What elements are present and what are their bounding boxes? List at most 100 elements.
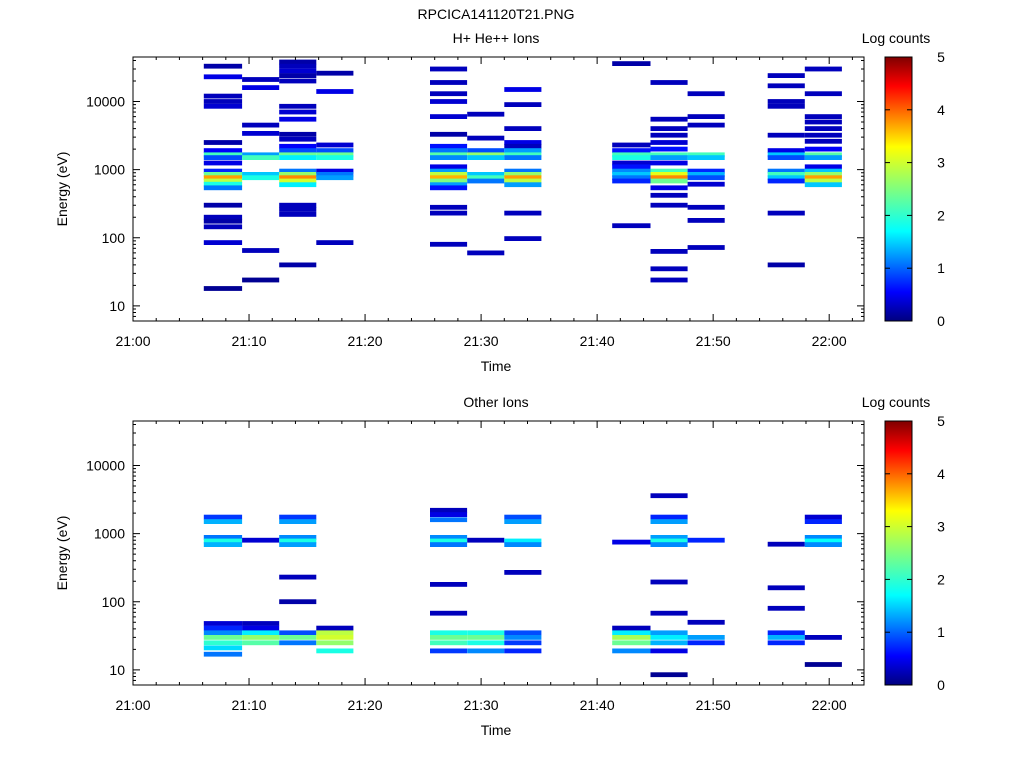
heatmap-cell [279, 168, 317, 174]
heatmap-cell [650, 538, 688, 544]
heatmap-cell [430, 182, 468, 188]
colorbar-tick-label: 4 [937, 102, 945, 118]
colorbar [884, 56, 913, 322]
heatmap-cell [316, 625, 354, 631]
x-axis-label: Time [481, 722, 512, 738]
heatmap-cell [767, 630, 805, 636]
heatmap-cell [430, 114, 468, 119]
heatmap-cell [687, 91, 725, 97]
heatmap-cell [504, 635, 542, 640]
heatmap-cell [767, 99, 805, 104]
heatmap-cell [316, 635, 354, 640]
colorbar-tick-label: 2 [937, 207, 945, 223]
heatmap-cell [242, 175, 280, 181]
heatmap-cell [203, 63, 243, 69]
heatmap-cell [430, 517, 468, 523]
heatmap-cell [767, 172, 805, 177]
heatmap-cell [804, 66, 842, 72]
heatmap-cell [279, 182, 317, 188]
heatmap-cell [316, 648, 354, 654]
heatmap-cell [650, 160, 688, 166]
heatmap-cell [242, 277, 280, 283]
heatmap-cell [767, 541, 805, 547]
heatmap-cell [279, 143, 317, 149]
heatmap-cell [504, 178, 542, 184]
heatmap-cell [203, 535, 243, 540]
heatmap-cell [504, 630, 542, 636]
heatmap-cell [279, 599, 317, 605]
heatmap-cell [804, 138, 842, 144]
heatmap-cell [316, 142, 354, 148]
heatmap-cell [279, 78, 317, 84]
heatmap-cell [467, 648, 505, 654]
x-axis: 21:00 21:10 21:20 21:30 21:40 21:50 22:00 [115, 57, 853, 349]
plot-frame [132, 56, 865, 322]
heatmap-cell [279, 131, 317, 137]
heatmap-cell [430, 131, 468, 137]
heatmap-cell [804, 535, 842, 540]
heatmap-cell [430, 175, 468, 181]
heatmap-cell [467, 250, 505, 256]
heatmap-cell [504, 152, 542, 158]
heatmap-cell [430, 143, 468, 149]
x-tick-label: 21:00 [115, 333, 150, 349]
heatmap-cell [650, 202, 688, 208]
heatmap-cell [316, 155, 354, 160]
heatmap-cell [650, 140, 688, 145]
heatmap-cell [203, 181, 243, 187]
colorbar-label: Log counts [862, 394, 931, 410]
x-tick-label: 21:10 [232, 697, 267, 713]
heatmap-cell [650, 535, 688, 540]
heatmap-cell [316, 168, 354, 174]
x-tick-label: 21:50 [696, 697, 731, 713]
heatmap-cell [242, 85, 280, 90]
heatmap-cell [279, 172, 317, 177]
heatmap-cell [430, 66, 468, 72]
x-axis-label: Time [481, 358, 512, 374]
heatmap-cell [430, 542, 468, 547]
heatmap-cell [804, 114, 842, 119]
colorbar-tick-label: 4 [937, 466, 945, 482]
x-tick-label: 21:40 [580, 697, 615, 713]
heatmap-cell [430, 635, 468, 640]
heatmap-cell [504, 155, 542, 160]
panel-title: Other Ions [463, 394, 528, 410]
heatmap-cell [687, 537, 725, 543]
heatmap-cell [430, 164, 468, 170]
heatmap-cell [203, 103, 243, 109]
heatmap-cell [316, 89, 354, 94]
heatmap-cell [242, 635, 280, 640]
heatmap-cell [279, 535, 317, 540]
heatmap-cell [203, 214, 243, 220]
heatmap-cell [687, 619, 725, 625]
heatmap-cell [467, 640, 505, 646]
heatmap-cell [612, 168, 651, 174]
heatmap-cell [203, 178, 243, 184]
heatmap-cell [650, 542, 688, 547]
heatmap-cell [804, 635, 842, 640]
y-tick-label: 10000 [86, 458, 125, 474]
heatmap-cell [687, 114, 725, 119]
heatmap-cell [612, 640, 651, 646]
heatmap-cell [612, 635, 651, 640]
heatmap-cell [430, 172, 468, 177]
heatmap-cell [430, 241, 468, 247]
heatmap-cell [504, 236, 542, 241]
x-tick-label: 21:20 [348, 333, 383, 349]
heatmap-cell [804, 132, 842, 138]
heatmap-cell [612, 155, 651, 160]
heatmap-cell [316, 70, 354, 76]
heatmap-cell [612, 164, 651, 170]
heatmap-cell [430, 630, 468, 636]
heatmap-cell [242, 155, 280, 160]
heatmap-cell [279, 73, 317, 78]
heatmap-cell [430, 538, 468, 544]
heatmap-cell [804, 178, 842, 184]
heatmap-cell [504, 148, 542, 153]
y-tick-label: 1000 [94, 162, 125, 178]
heatmap-cell [467, 152, 505, 158]
colorbar-tick-label: 5 [937, 49, 945, 65]
heatmap-cell [804, 514, 842, 520]
heatmap-cell [612, 61, 651, 66]
